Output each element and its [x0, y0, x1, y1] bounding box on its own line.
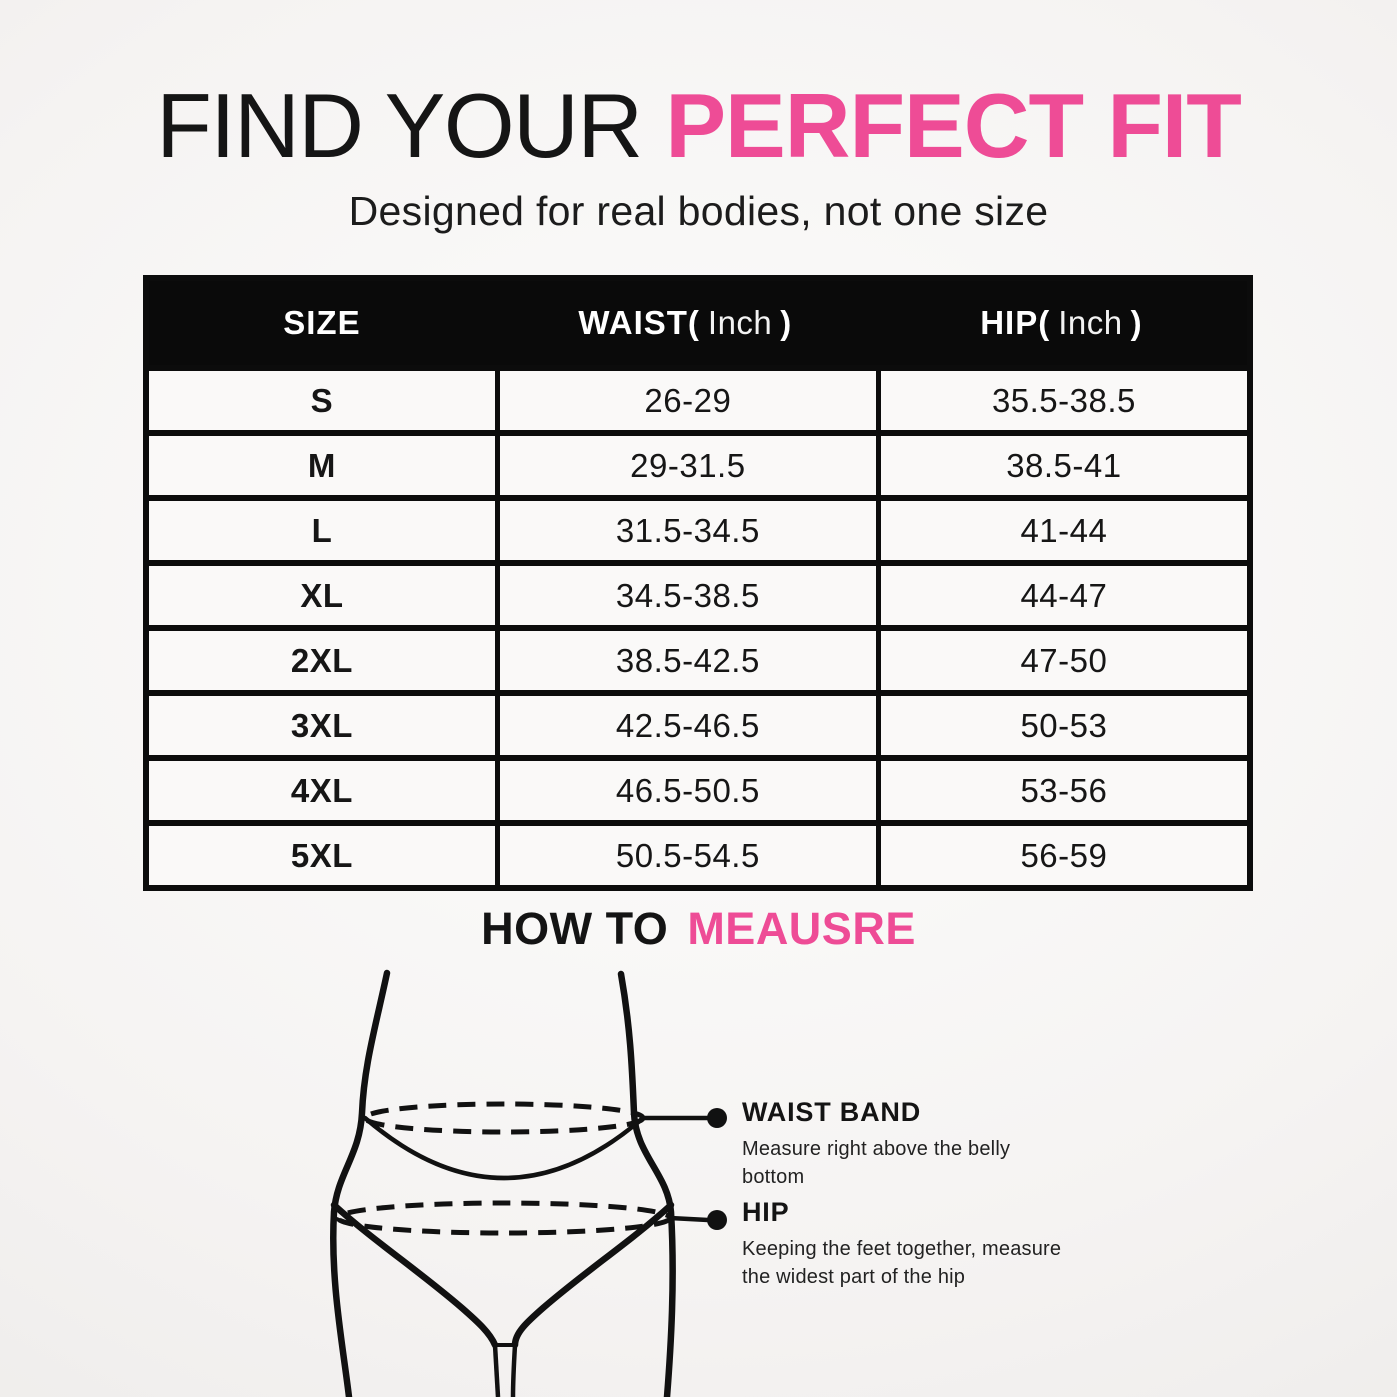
title-perfect-fit: PERFECT FIT [665, 76, 1241, 177]
inner-leg-right [510, 1344, 518, 1397]
panty-right-curve [511, 1201, 675, 1349]
hip-label: HIP [742, 1197, 790, 1227]
waist-cell: 31.5-34.5 [494, 501, 876, 560]
waist-cell: 26-29 [494, 371, 876, 430]
title-find-your: FIND YOUR [156, 76, 643, 177]
header-hip-unit: Inch [1058, 304, 1123, 341]
size-cell: 5XL [290, 836, 353, 874]
waist-band-description: Measure right above the belly bottom [742, 1138, 1011, 1189]
hip-cell: 38.5-41 [875, 436, 1247, 495]
hip-cell: 50-53 [875, 696, 1247, 755]
hip-cell: 53-56 [875, 761, 1247, 820]
size-cell: 3XL [290, 706, 353, 744]
how-to-measure-heading: HOW TO MEAUSRE [0, 903, 1397, 955]
page-title: FIND YOUR PERFECT FIT [0, 76, 1397, 178]
header-waist-label: WAIST( [578, 304, 700, 341]
inner-leg-left [492, 1344, 501, 1397]
waist-band-annotation: WAIST BAND Measure right above the belly… [742, 1097, 1042, 1192]
header-hip-paren: ) [1130, 304, 1143, 341]
table-row: 4XL 46.5-50.5 53-56 [149, 755, 1247, 820]
table-body: S 26-29 35.5-38.5 M 29-31.5 38.5-41 L 31… [149, 365, 1247, 885]
waist-cell: 38.5-42.5 [494, 631, 876, 690]
size-cell: S [310, 381, 334, 419]
waist-measure-ellipse [362, 1101, 646, 1135]
table-row: 2XL 38.5-42.5 47-50 [149, 625, 1247, 690]
hip-cell: 41-44 [875, 501, 1247, 560]
size-cell: 4XL [290, 771, 353, 809]
header-waist-unit: Inch [707, 304, 773, 341]
hip-measure-ellipse [335, 1200, 673, 1236]
header-cell-hip: HIP( Inch ) [876, 281, 1247, 365]
hip-cell: 47-50 [875, 631, 1247, 690]
hip-leader-dot [707, 1210, 727, 1230]
table-header-row: SIZE WAIST( Inch ) HIP( Inch ) [149, 281, 1247, 365]
hip-cell: 35.5-38.5 [875, 371, 1247, 430]
waist-cell: 29-31.5 [494, 436, 876, 495]
body-outline-figure [330, 969, 727, 1397]
header-cell-size: SIZE [149, 281, 495, 365]
size-chart-table: SIZE WAIST( Inch ) HIP( Inch ) S 26-29 3… [143, 275, 1253, 891]
waist-leader-dot [707, 1108, 727, 1128]
panty-left-curve [330, 1201, 499, 1349]
header-size-label: SIZE [283, 304, 361, 341]
table-row: S 26-29 35.5-38.5 [149, 365, 1247, 430]
hip-leader-line [669, 1215, 709, 1223]
table-row: M 29-31.5 38.5-41 [149, 430, 1247, 495]
header-cell-waist: WAIST( Inch ) [495, 281, 876, 365]
table-row: 5XL 50.5-54.5 56-59 [149, 820, 1247, 885]
hip-description: Keeping the feet together, measure the w… [742, 1238, 1062, 1289]
waist-cell: 34.5-38.5 [494, 566, 876, 625]
howto-black: HOW TO [481, 903, 669, 954]
waist-cell: 50.5-54.5 [494, 826, 876, 885]
hip-cell: 56-59 [875, 826, 1247, 885]
size-cell: XL [300, 576, 344, 614]
size-cell: M [307, 446, 336, 484]
hip-annotation: HIP Keeping the feet together, measure t… [742, 1197, 1092, 1292]
table-row: 3XL 42.5-46.5 50-53 [149, 690, 1247, 755]
waist-band-label: WAIST BAND [742, 1097, 921, 1127]
header-waist-paren: ) [780, 304, 793, 341]
waist-cell: 46.5-50.5 [494, 761, 876, 820]
howto-pink: MEAUSRE [687, 903, 916, 954]
hip-cell: 44-47 [875, 566, 1247, 625]
size-cell: L [311, 511, 333, 549]
waistband-curve [362, 1115, 646, 1181]
size-cell: 2XL [290, 641, 353, 679]
table-row: XL 34.5-38.5 44-47 [149, 560, 1247, 625]
table-row: L 31.5-34.5 41-44 [149, 495, 1247, 560]
torso-right-outline [617, 970, 676, 1397]
torso-left-outline [330, 969, 391, 1397]
header-hip-label: HIP( [980, 304, 1051, 341]
page-subtitle: Designed for real bodies, not one size [348, 188, 1049, 234]
waist-cell: 42.5-46.5 [494, 696, 876, 755]
